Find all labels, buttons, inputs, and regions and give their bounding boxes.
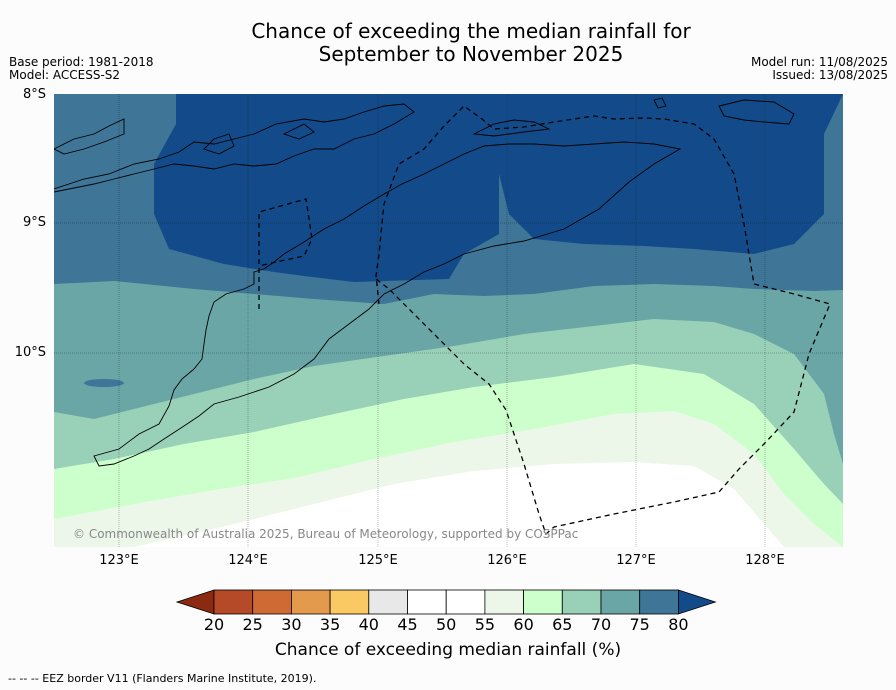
model-name: Model: ACCESS-S2 [9,68,121,82]
colorbar-arrow-low [176,589,215,615]
coast-island-n1 [203,133,235,155]
colorbar-tick-label: 50 [436,615,457,634]
base-period: Base period: 1981-2018 [9,55,154,69]
issued-date: Issued: 13/08/2025 [772,68,888,82]
colorbar-cell [252,589,292,615]
colorbar [176,589,717,615]
title-line-1: Chance of exceeding the median rainfall … [251,19,691,43]
model-run: Model run: 11/08/2025 [750,55,888,69]
colorbar-tick-label: 40 [358,615,379,634]
lon-label-123: 123°E [99,553,139,568]
lon-label-127: 127°E [616,553,656,568]
colorbar-cell [484,589,524,615]
band-pocket [84,379,124,387]
band-over-80-west [154,94,499,282]
lat-label-10: 10°S [14,345,46,360]
colorbar-cell [407,589,447,615]
lon-label-124: 124°E [228,553,268,568]
colorbar-tick-label: 55 [474,615,496,634]
colorbar-cell [445,589,486,615]
colorbar-cell [600,589,641,615]
coast-island-small [653,97,667,109]
colorbar-title: Chance of exceeding median rainfall (%) [274,640,622,660]
coast-timor [93,141,682,467]
coast-island-w [54,118,125,155]
lat-label-8: 8°S [22,87,46,102]
chart-title: Chance of exceeding the median rainfall … [0,20,896,66]
colorbar-tick-label: 70 [590,615,612,634]
colorbar-tick-label: 65 [552,615,573,634]
band-over-80-east [494,94,843,254]
coast-flores [54,103,415,193]
colorbar-cell [329,589,370,615]
colorbar-cell [291,589,331,615]
copyright-notice: © Commonwealth of Australia 2025, Bureau… [73,527,579,541]
band-45-55 [134,462,784,547]
lon-label-126: 126°E [487,553,527,568]
colorbar-arrow-high [678,589,717,615]
colorbar-cell [639,589,679,615]
lon-label-128: 128°E [745,553,785,568]
rainfall-map [54,94,843,547]
colorbar-tick-label: 20 [203,615,225,634]
colorbar-tick-label: 75 [629,615,650,634]
coast-island-wetar [472,119,551,137]
coast-island-ne [718,99,795,125]
lon-label-125: 125°E [358,553,398,568]
colorbar-cell [368,589,408,615]
colorbar-tick-label: 25 [242,615,263,634]
colorbar-tick-label: 30 [281,615,302,634]
colorbar-tick-label: 60 [513,615,534,634]
meta-right: Model run: 11/08/2025 Issued: 13/08/2025 [751,56,888,82]
coast-island-n2 [282,123,315,140]
colorbar-cell [561,589,602,615]
colorbar-tick-label: 80 [668,615,689,634]
colorbar-tick-label: 35 [319,615,341,634]
eez-border [258,105,831,536]
eez-footnote: -- -- -- EEZ border V11 (Flanders Marine… [8,672,317,685]
title-line-2: September to November 2025 [318,42,624,66]
colorbar-cell [213,589,254,615]
meta-left: Base period: 1981-2018 Model: ACCESS-S2 [9,56,154,82]
colorbar-tick-label: 45 [397,615,418,634]
lat-label-9: 9°S [22,215,46,230]
colorbar-cell [523,589,563,615]
